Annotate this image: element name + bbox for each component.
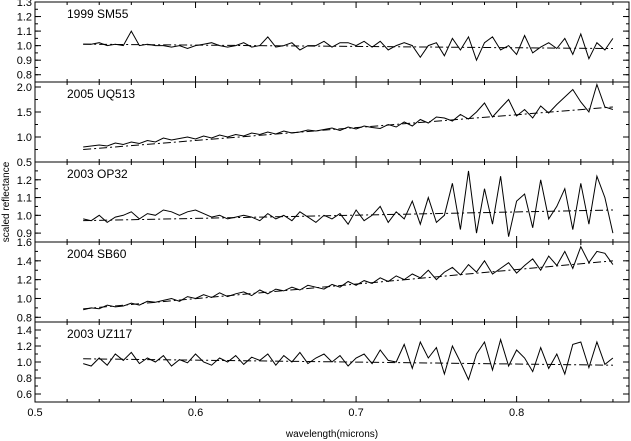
panel-label: 2003 UZ117 bbox=[67, 327, 132, 341]
fit-line bbox=[83, 358, 613, 366]
y-tick-label: 1.2 bbox=[17, 275, 32, 287]
y-tick-label: 0.8 bbox=[17, 373, 32, 385]
y-tick-label: 0.5 bbox=[17, 157, 32, 169]
spectrum-line bbox=[83, 82, 614, 148]
y-tick-label: 1.0 bbox=[17, 132, 32, 144]
x-axis-label: wavelength(microns) bbox=[285, 429, 378, 440]
fit-line bbox=[83, 106, 613, 150]
fit-line bbox=[83, 43, 613, 50]
y-tick-label: 1.0 bbox=[17, 41, 32, 53]
y-axis-label: scaled reflectance bbox=[1, 161, 12, 242]
panel-label: 1999 SM55 bbox=[67, 7, 129, 21]
y-tick-label: 1.6 bbox=[17, 237, 32, 249]
y-tick-label: 0.6 bbox=[17, 389, 32, 401]
x-tick-label: 0.8 bbox=[509, 407, 524, 419]
spectrum-line bbox=[83, 170, 614, 237]
spectrum-line bbox=[83, 30, 614, 62]
y-tick-label: 0.9 bbox=[17, 228, 32, 240]
y-tick-label: 1.2 bbox=[17, 12, 32, 24]
y-tick-label: 1.4 bbox=[17, 325, 32, 337]
y-tick-label: 1.0 bbox=[17, 210, 32, 222]
y-tick-label: 1.0 bbox=[17, 293, 32, 305]
panel-label: 2003 OP32 bbox=[67, 167, 128, 181]
y-tick-label: 1.1 bbox=[17, 193, 32, 205]
panel-label: 2005 UQ513 bbox=[67, 87, 135, 101]
y-tick-label: 2.0 bbox=[17, 82, 32, 94]
y-tick-label: 0.8 bbox=[17, 312, 32, 324]
x-tick-label: 0.6 bbox=[188, 407, 203, 419]
fit-line bbox=[83, 209, 613, 222]
spectrum-line bbox=[83, 245, 614, 311]
y-tick-label: 1.0 bbox=[17, 357, 32, 369]
x-tick-label: 0.5 bbox=[27, 407, 42, 419]
spectrum-line bbox=[83, 337, 614, 381]
y-tick-label: 1.2 bbox=[17, 175, 32, 187]
y-tick-label: 0.9 bbox=[17, 55, 32, 67]
y-tick-label: 1.4 bbox=[17, 256, 32, 268]
y-tick-label: 1.1 bbox=[17, 26, 32, 38]
y-tick-label: 1.5 bbox=[17, 107, 32, 119]
fit-line bbox=[83, 260, 613, 310]
y-tick-label: 1.2 bbox=[17, 341, 32, 353]
y-tick-label: 1.3 bbox=[17, 0, 32, 9]
x-tick-label: 0.7 bbox=[348, 407, 363, 419]
y-tick-label: 0.8 bbox=[17, 70, 32, 82]
panel-label: 2004 SB60 bbox=[67, 247, 127, 261]
